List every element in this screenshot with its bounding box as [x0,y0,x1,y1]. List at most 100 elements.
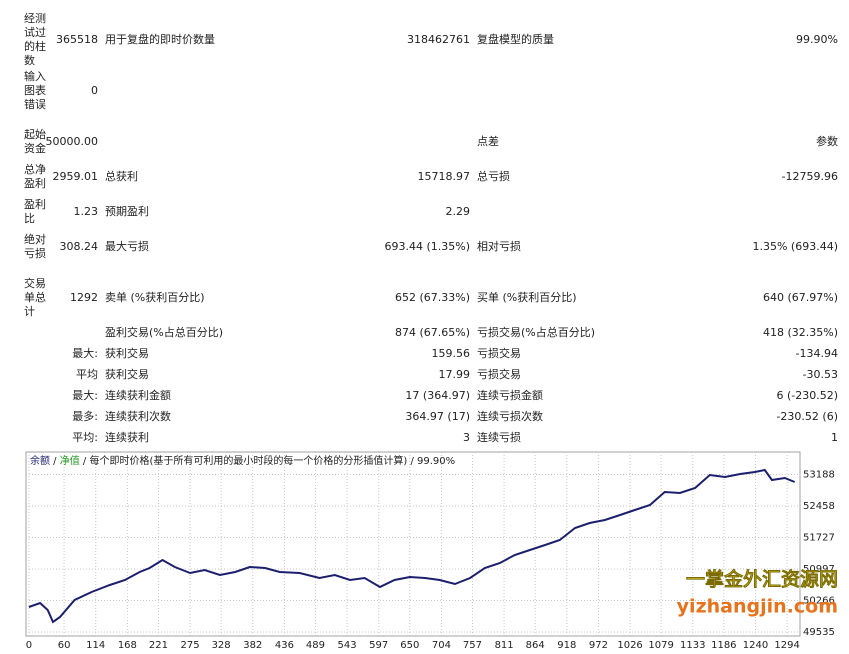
legend-separator: / [50,456,60,467]
field-value: 318462761 [407,33,470,46]
legend-entry: 每个即时价格(基于所有可利用的最小时段的每一个价格的分形插值计算) [89,454,407,467]
field-value: -30.53 [802,368,838,381]
field-value: 308.24 [59,240,99,253]
plot-frame [25,451,801,637]
field-value: 418 (32.35%) [762,326,838,339]
field-value: 50000.00 [45,135,99,148]
field-value: 693.44 (1.35%) [384,240,470,253]
y-tick-label: 50997 [803,564,835,575]
field-value: 874 (67.65%) [394,326,470,339]
field-label: 盈利交易(%占总百分比) [105,326,224,339]
field-value: 159.56 [431,347,471,360]
field-label: 总获利 [105,170,138,183]
x-tick-label: 1079 [648,640,673,651]
y-tick-label: 52458 [803,501,835,512]
x-tick-label: 757 [463,640,482,651]
field-label: 连续获利金额 [105,389,171,402]
field-label: 获利交易 [105,368,149,381]
field-value: 652 (67.33%) [394,291,470,304]
field-label: 经测试过的柱数 [24,12,46,67]
field-value: 6 (-230.52) [776,389,838,402]
equity-line [28,468,796,624]
field-value: 365518 [56,33,98,46]
field-value: 最大: [72,347,98,360]
x-tick-label: 1026 [617,640,642,651]
field-label: 连续获利 [105,431,149,444]
field-value: 3 [463,431,470,444]
x-tick-label: 60 [58,640,71,651]
field-label: 最大亏损 [105,240,149,253]
field-value: 17.99 [438,368,471,381]
legend-separator: / [407,456,417,467]
field-value: 2.29 [445,205,471,218]
field-value: -134.94 [795,347,838,360]
field-label: 卖单 (%获利百分比) [105,291,205,304]
field-label: 绝对亏损 [24,233,46,260]
x-tick-label: 114 [86,640,105,651]
field-label: 亏损交易 [477,347,521,360]
legend-separator: / [80,456,90,467]
field-label: 总亏损 [477,170,510,183]
field-label: 获利交易 [105,347,149,360]
y-tick-label: 49535 [803,627,835,638]
x-tick-label: 864 [526,640,545,651]
x-tick-label: 543 [338,640,357,651]
field-value: -12759.96 [781,170,838,183]
field-label: 交易单总计 [24,277,46,318]
field-label: 连续获利次数 [105,410,171,423]
x-tick-label: 221 [149,640,168,651]
x-tick-label: 489 [306,640,325,651]
field-value: 1.23 [73,205,99,218]
field-value: 364.97 (17) [405,410,470,423]
x-tick-label: 0 [26,640,32,651]
field-value: 最大: [72,389,98,402]
field-value: 参数 [816,135,838,148]
field-value: 15718.97 [417,170,471,183]
x-tick-label: 972 [589,640,608,651]
field-value: 1292 [70,291,98,304]
watermark: 一掌金外汇资源网 [686,568,838,591]
y-tick-label: 50266 [803,595,835,606]
x-tick-label: 382 [243,640,262,651]
field-label: 亏损交易 [477,368,521,381]
field-value: 1 [831,431,838,444]
x-tick-label: 1133 [680,640,705,651]
watermark: yizhangjin.com [677,596,838,618]
x-tick-label: 1294 [774,640,799,651]
x-tick-label: 597 [369,640,388,651]
field-label: 输入图表错误 [24,70,46,111]
x-tick-label: 811 [495,640,514,651]
legend-entry: 99.90% [417,456,455,467]
field-value: 2959.01 [52,170,99,183]
field-value: 17 (364.97) [405,389,470,402]
field-label: 亏损交易(%占总百分比) [477,326,596,339]
field-label: 用于复盘的即时价数量 [105,33,215,46]
field-value: -230.52 (6) [776,410,838,423]
field-label: 总净盈利 [24,163,46,190]
field-value: 640 (67.97%) [762,291,838,304]
x-tick-label: 704 [432,640,451,651]
x-tick-label: 436 [275,640,294,651]
field-value: 平均: [72,431,98,444]
x-tick-label: 650 [400,640,419,651]
field-label: 连续亏损 [477,431,521,444]
field-label: 点差 [477,135,499,148]
field-label: 买单 (%获利百分比) [477,291,577,304]
field-value: 最多: [72,410,98,423]
field-value: 1.35% (693.44) [752,240,838,253]
legend: 余额 / 净值 / 每个即时价格(基于所有可利用的最小时段的每一个价格的分形插值… [30,454,455,467]
field-value: 99.90% [796,33,838,46]
y-tick-label: 51727 [803,532,835,543]
field-value: 平均 [76,368,98,381]
x-tick-label: 918 [557,640,576,651]
field-label: 起始资金 [24,128,46,155]
x-tick-label: 275 [181,640,200,651]
field-value: 0 [91,84,98,97]
x-tick-label: 168 [118,640,137,651]
field-label: 盈利比 [24,198,46,225]
field-label: 连续亏损金额 [477,389,543,402]
x-tick-label: 1240 [743,640,768,651]
y-tick-label: 53188 [803,469,835,480]
